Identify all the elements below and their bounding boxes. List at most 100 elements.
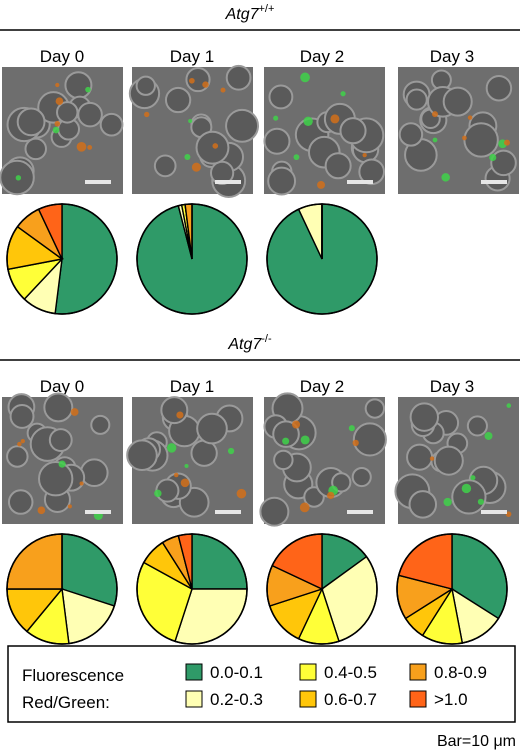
genotype-title: Atg7+/+ <box>225 3 275 23</box>
day-label: Day 2 <box>300 377 344 396</box>
legend-swatch <box>409 663 427 681</box>
legend-swatch <box>299 690 317 708</box>
fluorescence-spot <box>352 439 359 447</box>
fluorescence-spot <box>443 497 452 507</box>
fluorescence-spot <box>212 143 219 149</box>
fluorescence-spot <box>188 119 193 124</box>
cell <box>7 489 34 515</box>
legend-label: 0.2-0.3 <box>210 690 263 709</box>
fluorescence-spot <box>85 86 91 93</box>
fluorescence-spot <box>477 498 484 505</box>
fluorescence-spot <box>299 502 310 513</box>
cell <box>153 154 177 178</box>
pie-outline <box>136 203 248 315</box>
cell <box>90 414 111 435</box>
fluorescence-spot <box>317 180 326 189</box>
day-label: Day 0 <box>40 47 84 66</box>
cell <box>273 449 294 471</box>
fluorescence-spot <box>273 115 279 121</box>
fluorescence-spot <box>300 435 310 445</box>
fluorescence-spot <box>220 87 226 93</box>
cell <box>160 396 189 425</box>
cell <box>195 130 230 165</box>
cell <box>126 439 158 472</box>
fluorescence-spot <box>505 511 512 517</box>
fluorescence-spot <box>432 137 438 143</box>
cell <box>225 64 252 91</box>
legend-box <box>7 645 516 723</box>
fluorescence-spot <box>202 81 209 88</box>
cell <box>99 112 124 137</box>
fluorescence-spot <box>462 135 467 141</box>
cell <box>209 160 235 186</box>
micrograph <box>259 392 387 527</box>
fluorescence-spot <box>340 91 346 97</box>
legend-title: Fluorescence <box>22 666 124 685</box>
day-label: Day 3 <box>430 377 474 396</box>
cell <box>196 412 228 445</box>
micrograph <box>398 67 519 194</box>
fluorescence-spot <box>52 126 60 134</box>
fluorescence-spot <box>503 139 510 146</box>
cell <box>358 158 385 186</box>
day-label: Day 3 <box>430 47 474 66</box>
fluorescence-spot <box>184 463 189 469</box>
cell <box>485 74 513 102</box>
cell <box>351 466 372 488</box>
pie-outline <box>396 533 508 645</box>
cell <box>339 117 367 145</box>
fluorescence-spot <box>227 447 235 455</box>
day-label: Day 1 <box>170 377 214 396</box>
cell <box>259 496 290 527</box>
legend-title: Red/Green: <box>22 693 110 712</box>
fluorescence-spot <box>154 489 162 498</box>
cell <box>24 137 48 161</box>
genotype-superscript: -/- <box>261 333 272 345</box>
gene-name: Atg7 <box>225 6 260 23</box>
cell <box>331 472 352 493</box>
legend-swatch <box>299 663 317 681</box>
cell <box>6 445 29 468</box>
legend-label: 0.0-0.1 <box>210 663 263 682</box>
fluorescence-spot <box>330 114 340 124</box>
fluorescence-spot <box>467 115 473 120</box>
fluorescence-spot <box>326 491 335 500</box>
pie-outline <box>6 533 118 645</box>
day-label: Day 2 <box>300 47 344 66</box>
fluorescence-spot <box>180 478 190 488</box>
fluorescence-spot <box>292 420 301 429</box>
fluorescence-spot <box>191 162 201 172</box>
cell <box>267 166 297 196</box>
legend-label: 0.8-0.9 <box>434 663 487 682</box>
pie-slice <box>54 203 118 315</box>
fluorescence-spot <box>470 475 476 481</box>
cell <box>405 88 428 111</box>
legend-swatch <box>185 663 203 681</box>
cell <box>490 149 517 177</box>
fluorescence-spot <box>79 481 84 486</box>
cell <box>263 127 291 155</box>
cell <box>463 122 499 158</box>
fluorescence-spot <box>184 153 191 161</box>
fluorescence-spot <box>144 111 150 118</box>
fluorescence-spot <box>348 425 355 432</box>
micrograph <box>128 64 260 199</box>
micrograph <box>2 392 123 524</box>
day-label: Day 1 <box>170 47 214 66</box>
micrograph <box>263 67 385 196</box>
fluorescence-spot <box>54 120 61 127</box>
fluorescence-spot <box>176 411 184 419</box>
cell <box>408 490 438 519</box>
cell <box>43 392 74 423</box>
fluorescence-spot <box>303 116 313 126</box>
cell <box>164 86 192 114</box>
cell <box>406 443 434 471</box>
fluorescence-spot <box>300 72 310 83</box>
scale-note: Bar=10 μm <box>437 733 516 750</box>
pie-outline <box>266 203 378 315</box>
fluorescence-spot <box>58 460 66 468</box>
legend-label: >1.0 <box>434 690 468 709</box>
cell <box>364 398 386 419</box>
fluorescence-spot <box>17 441 22 447</box>
fluorescence-spot <box>15 175 22 181</box>
